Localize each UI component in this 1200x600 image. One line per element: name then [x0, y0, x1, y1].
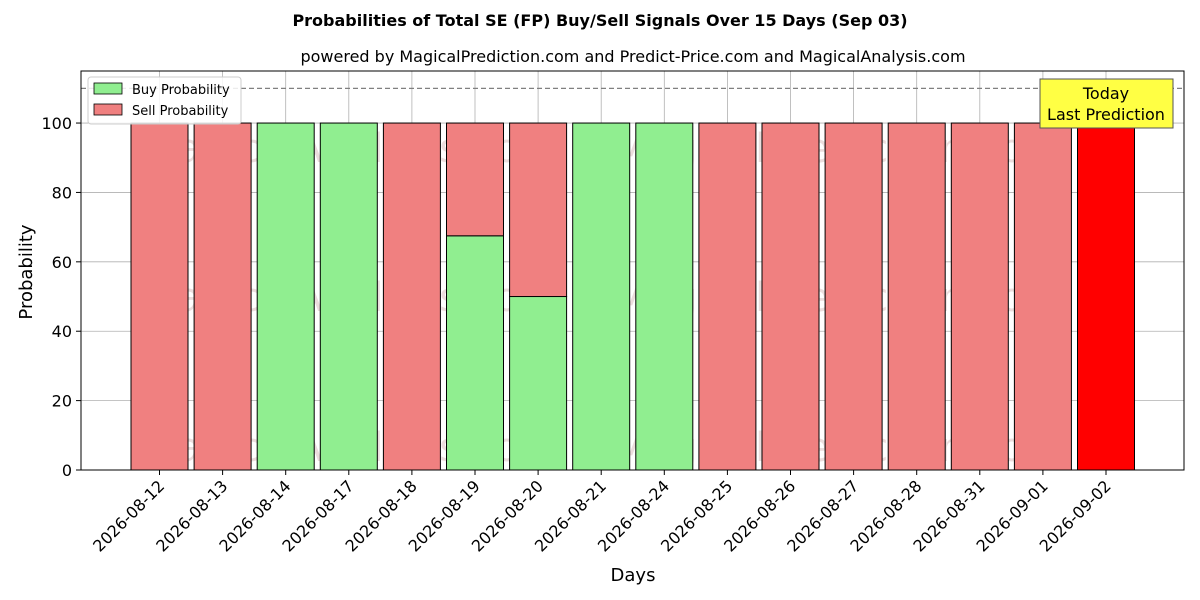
bar-sell: [761, 122, 820, 471]
bar-sell: [1013, 122, 1072, 471]
legend-swatch-sell: [93, 103, 123, 116]
x-axis-ticks: 2026-08-122026-08-132026-08-142026-08-17…: [89, 470, 1115, 556]
y-tick-label: 20: [52, 392, 72, 411]
bar-sell: [509, 122, 568, 298]
legend-label-buy: Buy Probability: [132, 83, 230, 98]
bar-sell-today: [1077, 122, 1135, 471]
y-tick-label: 80: [52, 183, 72, 202]
bar-sell: [698, 122, 757, 471]
bar-buy: [319, 122, 378, 471]
legend-swatch-buy: [93, 82, 123, 95]
y-axis-title: Probability: [16, 224, 37, 319]
annotation-line2: Last Prediction: [1047, 105, 1165, 124]
today-annotation: Today Last Prediction: [1039, 78, 1174, 129]
chart-subtitle: powered by MagicalPrediction.com and Pre…: [300, 47, 965, 66]
y-axis-ticks: 0 20 40 60 80 100: [41, 114, 81, 480]
bar-sell: [382, 122, 441, 471]
bar-buy: [572, 122, 631, 471]
bar-sell: [130, 122, 189, 471]
bar-sell: [193, 122, 252, 471]
plot-frame: [80, 70, 1185, 471]
y-tick-label: 40: [52, 322, 72, 341]
bar-sell: [824, 122, 883, 471]
bar-buy: [635, 122, 694, 471]
bar-sell: [887, 122, 946, 471]
legend: Buy Probability Sell Probability: [87, 76, 242, 125]
y-tick-label: 60: [52, 253, 72, 272]
bar-sell: [950, 122, 1009, 471]
legend-label-sell: Sell Probability: [132, 104, 229, 119]
bar-buy: [256, 122, 315, 471]
y-tick-label: 0: [62, 461, 72, 480]
legend-box: [87, 76, 242, 125]
bars: [130, 122, 1135, 471]
annotation-line1: Today: [1082, 84, 1129, 103]
chart-title: Probabilities of Total SE (FP) Buy/Sell …: [292, 11, 907, 30]
bar-buy: [446, 235, 504, 471]
y-tick-label: 100: [41, 114, 72, 133]
x-axis-title: Days: [611, 565, 656, 586]
bar-sell: [446, 122, 504, 237]
annotation-box: [1039, 78, 1174, 129]
bar-buy: [509, 296, 568, 471]
